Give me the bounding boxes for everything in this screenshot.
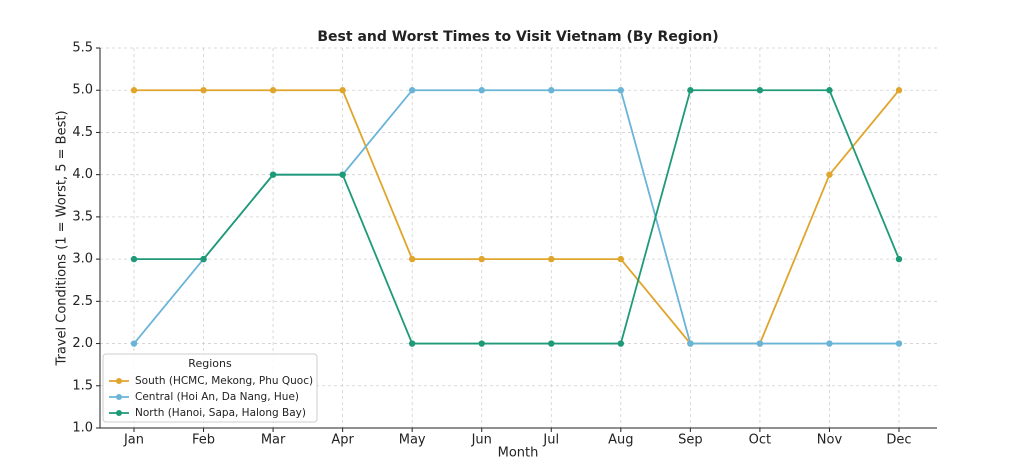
x-axis-label: Month	[498, 446, 539, 461]
data-point	[130, 255, 138, 263]
data-point	[200, 255, 207, 263]
legend-label: South (HCMC, Mekong, Phu Quoc)	[135, 375, 313, 387]
data-point	[478, 340, 485, 347]
data-point	[826, 87, 833, 94]
x-tick-label: Mar	[261, 433, 286, 448]
data-point	[478, 87, 485, 94]
data-point	[687, 87, 694, 94]
data-point	[548, 87, 555, 94]
legend-label: Central (Hoi An, Da Nang, Hue)	[135, 391, 299, 403]
data-point	[756, 340, 764, 347]
x-tick-label: Jan	[123, 433, 144, 448]
data-point	[617, 340, 625, 347]
y-tick-label: 1.5	[72, 378, 93, 393]
data-point	[548, 340, 555, 347]
data-point	[478, 255, 485, 263]
chart-title: Best and Worst Times to Visit Vietnam (B…	[317, 29, 718, 45]
x-tick-label: Oct	[749, 433, 771, 448]
data-point	[895, 87, 903, 94]
data-point	[895, 255, 903, 263]
x-tick-label: Dec	[886, 433, 911, 448]
y-axis-label: Travel Conditions (1 = Worst, 5 = Best)	[55, 110, 70, 366]
y-tick-label: 5.5	[72, 41, 93, 56]
data-point	[200, 87, 207, 94]
series-line	[134, 89, 900, 345]
y-tick-label: 3.0	[72, 252, 93, 267]
data-point	[130, 340, 138, 347]
data-point	[756, 87, 764, 94]
legend-marker	[116, 394, 122, 400]
data-point	[895, 340, 903, 347]
legend-title: Regions	[188, 357, 232, 370]
x-tick-label: Aug	[608, 433, 633, 448]
data-point	[408, 340, 416, 347]
data-point	[826, 340, 833, 347]
data-point	[339, 171, 346, 178]
data-point	[548, 255, 555, 263]
data-point	[687, 340, 694, 347]
x-tick-label: May	[399, 433, 426, 448]
legend-marker	[116, 410, 122, 416]
y-tick-label: 4.0	[72, 167, 93, 182]
y-tick-label: 2.5	[72, 294, 93, 309]
x-tick-label: Apr	[331, 433, 354, 448]
y-tick-label: 3.5	[72, 209, 93, 224]
data-point	[130, 87, 138, 94]
y-tick-label: 1.0	[72, 421, 93, 436]
data-point	[617, 87, 625, 94]
legend-label: North (Hanoi, Sapa, Halong Bay)	[135, 407, 306, 419]
legend-marker	[116, 378, 122, 384]
data-point	[617, 255, 625, 263]
y-tick-label: 5.0	[72, 83, 93, 98]
x-tick-label: Jul	[542, 433, 559, 448]
data-point	[408, 255, 416, 263]
data-point	[269, 87, 277, 94]
legend-box	[102, 353, 318, 423]
series-line	[134, 89, 900, 345]
x-tick-label: Jun	[471, 433, 492, 448]
x-tick-label: Nov	[817, 433, 843, 448]
x-tick-label: Sep	[678, 433, 703, 448]
x-tick-label: Feb	[192, 433, 215, 448]
data-point	[339, 87, 346, 94]
data-point	[269, 171, 277, 178]
y-tick-label: 2.0	[72, 336, 93, 351]
data-point	[826, 171, 833, 178]
y-tick-label: 4.5	[72, 125, 93, 140]
data-point	[408, 87, 416, 94]
